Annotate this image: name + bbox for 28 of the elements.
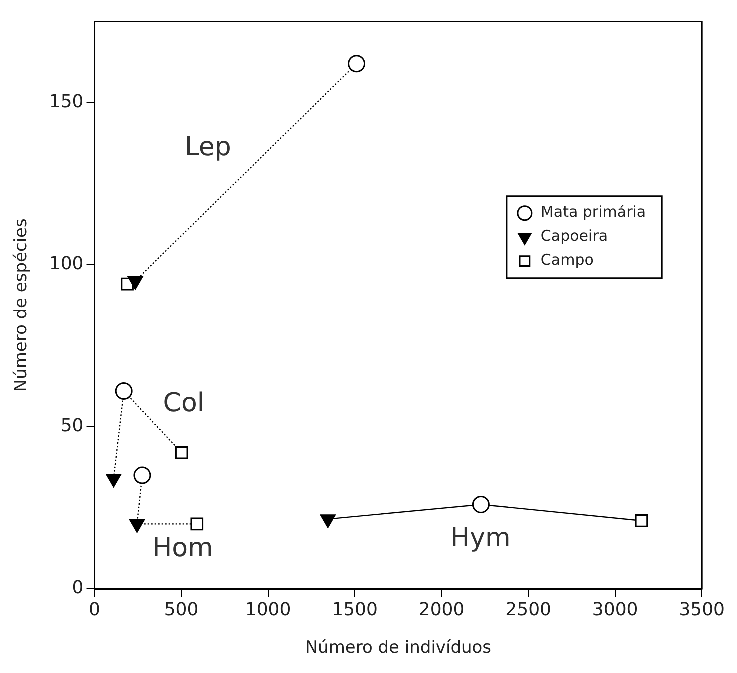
point: [115, 382, 133, 400]
x-axis-title: Número de indivíduos: [305, 638, 492, 658]
x-tick-label: 3500: [679, 599, 725, 620]
point: [175, 446, 188, 460]
point: [635, 514, 648, 528]
y-tick-label: 100: [49, 254, 84, 275]
x-tick-label: 3000: [592, 599, 638, 620]
annotation: Col: [163, 388, 205, 419]
point: [348, 55, 366, 73]
x-tick-label: 2000: [418, 599, 465, 620]
annotation: Hym: [450, 524, 511, 554]
x-tick-label: 1500: [332, 599, 378, 620]
point: [134, 466, 152, 484]
point: [472, 496, 490, 514]
y-tick-label: 50: [60, 416, 84, 437]
y-tick-label: 0: [72, 578, 84, 599]
y-axis-title: Número de espécies: [12, 218, 32, 392]
y-tick-label: 150: [49, 92, 84, 112]
x-tick-label: 0: [89, 599, 100, 620]
x-tick-label: 1000: [245, 599, 292, 620]
x-tick-label: 2500: [506, 599, 552, 620]
legend-label: Capoeira: [540, 227, 608, 246]
annotation: Lep: [184, 132, 232, 162]
annotation: Hom: [152, 534, 214, 564]
point: [190, 518, 204, 531]
legend-label: Mata primária: [540, 203, 646, 222]
x-tick-label: 500: [164, 599, 199, 620]
legend-label: Campo: [540, 251, 594, 270]
